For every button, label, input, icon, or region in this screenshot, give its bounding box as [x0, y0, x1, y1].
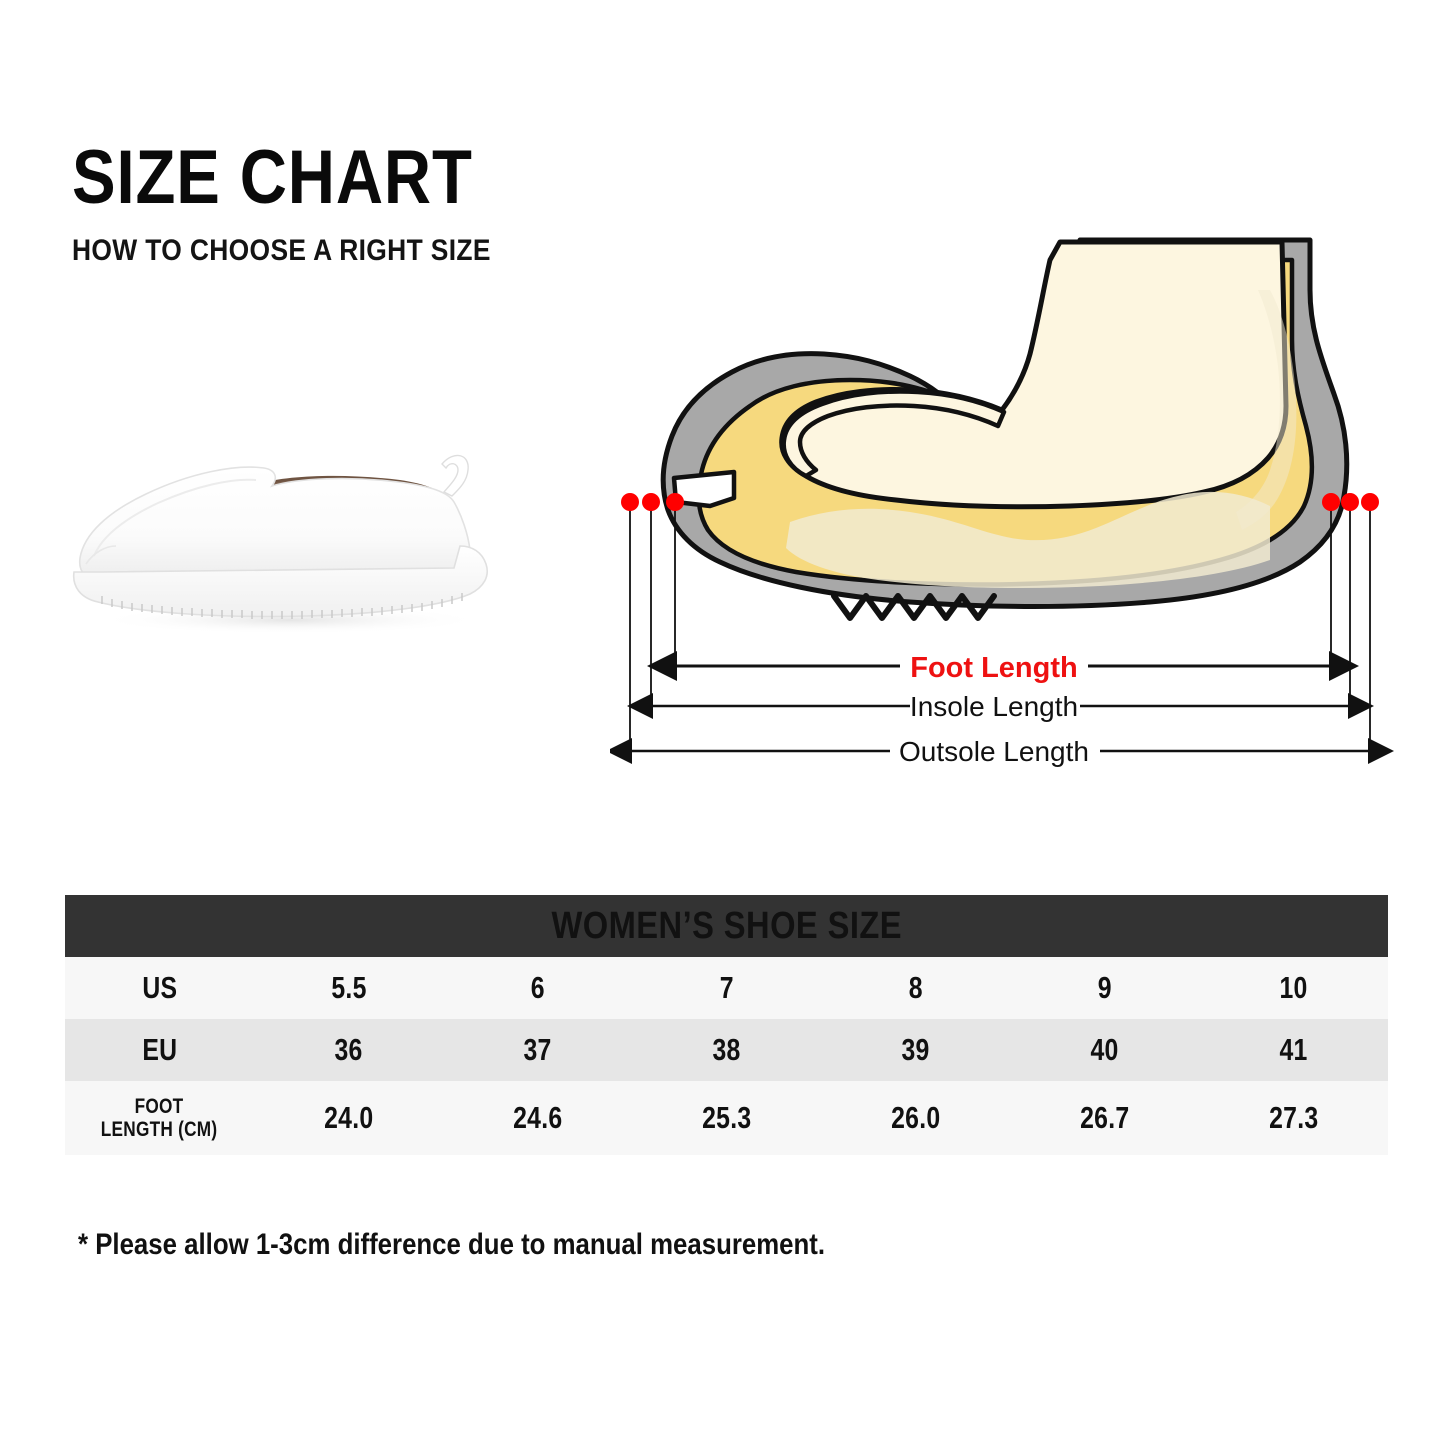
dot-insole-toe	[642, 493, 660, 511]
insole-length-label: Insole Length	[910, 691, 1078, 722]
cell-foot-3: 26.0	[890, 1100, 941, 1135]
page-title: SIZE CHART	[72, 135, 473, 220]
table-row-eu: EU 36 37 38 39 40 41	[65, 1019, 1388, 1081]
cell-eu-3: 39	[901, 1032, 930, 1067]
shoe-upper-crease	[93, 478, 257, 557]
row-label-us: US	[65, 957, 254, 1019]
shoe-upper	[78, 466, 472, 583]
title-block: SIZE CHART HOW TO CHOOSE A RIGHT SIZE	[72, 138, 548, 268]
table-header-cell: WOMEN’S SHOE SIZE	[65, 895, 1388, 957]
foot-length-label-block: FOOT LENGTH (CM)	[101, 1095, 218, 1141]
page-subtitle: HOW TO CHOOSE A RIGHT SIZE	[72, 234, 491, 267]
insole-length-arrow: Insole Length	[627, 691, 1374, 722]
cell-us-2: 7	[719, 970, 734, 1005]
eu-label: EU	[142, 1032, 177, 1067]
cell-foot-1: 24.6	[512, 1100, 563, 1135]
cell-foot-5: 27.3	[1268, 1100, 1319, 1135]
row-label-foot-length: FOOT LENGTH (CM)	[65, 1081, 254, 1155]
outsole-length-label: Outsole Length	[899, 736, 1089, 767]
foot-length-line2: LENGTH (CM)	[101, 1118, 218, 1141]
shoe-toe-crease	[85, 545, 117, 565]
table-header-row: WOMEN’S SHOE SIZE	[65, 895, 1388, 957]
dot-outsole-toe	[621, 493, 639, 511]
cell-us-5: 10	[1279, 970, 1308, 1005]
heel-inner-shading	[1236, 290, 1297, 530]
table-row-foot-length: FOOT LENGTH (CM) 24.0 24.6 25.3 26.0 26.…	[65, 1081, 1388, 1155]
shoe-product-photo	[50, 430, 530, 640]
dot-insole-heel	[1341, 493, 1359, 511]
outsole-tread	[831, 593, 997, 621]
cell-foot-4: 26.7	[1079, 1100, 1130, 1135]
measurement-disclaimer: * Please allow 1-3cm difference due to m…	[78, 1228, 826, 1261]
us-label: US	[142, 970, 177, 1005]
size-table: WOMEN’S SHOE SIZE US 5.5 6 7 8 9 10 EU 3…	[65, 895, 1388, 1155]
heel-pull-tab	[441, 454, 469, 497]
cell-eu-4: 40	[1090, 1032, 1119, 1067]
table-header-label: WOMEN’S SHOE SIZE	[551, 904, 902, 947]
dot-foot-heel	[1322, 493, 1340, 511]
foot-length-arrow: Foot Length	[647, 651, 1359, 684]
table-row-us: US 5.5 6 7 8 9 10	[65, 957, 1388, 1019]
foot-length-label: Foot Length	[910, 652, 1078, 684]
foot-length-line1: FOOT	[135, 1095, 184, 1118]
outsole-length-arrow: Outsole Length	[610, 736, 1394, 767]
dot-foot-toe	[666, 493, 684, 511]
dot-outsole-heel	[1361, 493, 1379, 511]
row-label-eu: EU	[65, 1019, 254, 1081]
foot-measurement-diagram: Foot Length Insole Length Outsole Length	[610, 230, 1400, 770]
cell-eu-2: 38	[712, 1032, 741, 1067]
foot-sole-shading	[786, 491, 1270, 588]
big-toe	[781, 389, 1007, 479]
cell-eu-0: 36	[334, 1032, 363, 1067]
cell-us-0: 5.5	[330, 970, 367, 1005]
shoe-sole	[72, 545, 488, 618]
cell-us-1: 6	[530, 970, 545, 1005]
cell-eu-5: 41	[1279, 1032, 1308, 1067]
cell-foot-0: 24.0	[323, 1100, 374, 1135]
cell-us-3: 8	[908, 970, 923, 1005]
shoe-tread	[101, 593, 463, 619]
cell-us-4: 9	[1097, 970, 1112, 1005]
measure-endpoint-dots	[621, 493, 1379, 511]
cell-eu-1: 37	[523, 1032, 552, 1067]
cell-foot-2: 25.3	[701, 1100, 752, 1135]
